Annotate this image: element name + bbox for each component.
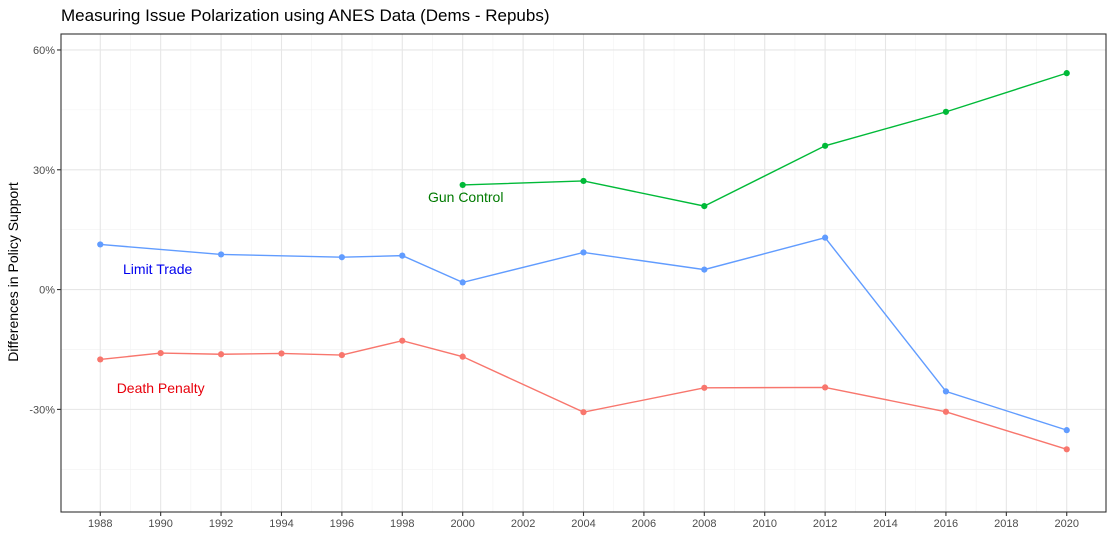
x-tick-label: 1994: [269, 518, 293, 530]
grid-layer: [61, 34, 1106, 512]
y-tick-label: -30%: [29, 404, 55, 416]
annotation-gun-control: Gun Control: [428, 189, 503, 205]
data-point-gun-control: [580, 177, 587, 185]
data-point-limit-trade: [942, 388, 950, 395]
data-point-death-penalty: [217, 351, 225, 358]
data-point-limit-trade: [1063, 427, 1070, 434]
axis-layer: 1988 1990 1992 1994 1996 1998 2000 2002 2004 2006…: [29, 33, 1107, 530]
x-tick-label: 2010: [752, 518, 776, 530]
series-line-death-penalty: [100, 339, 1067, 450]
x-tick-label: 1990: [148, 518, 172, 530]
x-tick-label: 2004: [571, 518, 595, 530]
data-point-death-penalty: [399, 337, 406, 344]
data-point-limit-trade: [217, 251, 225, 258]
x-tick-label: 2012: [813, 518, 837, 530]
data-point-limit-trade: [459, 279, 466, 286]
x-tick-label: 1998: [390, 518, 414, 530]
data-point-limit-trade: [701, 266, 708, 273]
x-tick-label: 2020: [1054, 518, 1078, 530]
y-axis-label: Differences in Policy Support: [5, 182, 21, 362]
y-tick-label: 60%: [33, 45, 55, 57]
annotation-layer: Gun Control Limit Trade Death Penalty: [117, 189, 504, 396]
x-tick-label: 1992: [209, 518, 233, 530]
x-tick-label: 2016: [934, 518, 958, 530]
data-point-gun-control: [459, 181, 466, 189]
x-tick-label: 2014: [873, 518, 897, 530]
data-point-limit-trade: [338, 254, 345, 261]
data-point-gun-control: [942, 108, 950, 115]
annotation-limit-trade: Limit Trade: [123, 261, 192, 277]
data-point-limit-trade: [399, 252, 406, 259]
x-tick-label: 2008: [692, 518, 716, 530]
x-tick-label: 1988: [88, 518, 112, 530]
data-point-death-penalty: [97, 356, 104, 363]
series-line-limit-trade: [100, 236, 1067, 431]
annotation-death-penalty: Death Penalty: [117, 380, 205, 396]
series-layer: [97, 70, 1070, 453]
x-tick-label: 2018: [994, 518, 1018, 530]
data-point-death-penalty: [459, 353, 466, 360]
data-point-limit-trade: [822, 234, 829, 241]
y-tick-label: 30%: [33, 165, 55, 177]
data-point-limit-trade: [97, 241, 104, 248]
data-point-gun-control: [701, 203, 708, 210]
chart-title: Measuring Issue Polarization using ANES …: [61, 6, 550, 25]
x-tick-label: 1996: [330, 518, 354, 530]
series-line-gun-control: [462, 72, 1067, 207]
x-tick-label: 2002: [511, 518, 535, 530]
data-point-death-penalty: [822, 384, 829, 391]
data-point-death-penalty: [942, 408, 950, 415]
data-point-gun-control: [822, 142, 829, 149]
data-point-death-penalty: [1063, 446, 1070, 453]
x-tick-label: 2006: [632, 518, 656, 530]
data-point-death-penalty: [701, 384, 708, 391]
data-point-limit-trade: [580, 249, 587, 256]
data-point-gun-control: [1063, 70, 1070, 77]
data-point-death-penalty: [338, 351, 345, 359]
y-tick-label: 0%: [39, 285, 55, 297]
data-point-death-penalty: [278, 350, 285, 357]
x-tick-label: 2000: [450, 518, 474, 530]
data-point-death-penalty: [580, 409, 587, 416]
data-point-death-penalty: [157, 349, 164, 357]
